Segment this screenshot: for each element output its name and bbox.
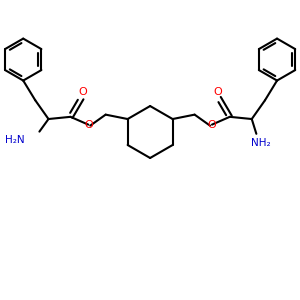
Text: O: O: [213, 87, 222, 97]
Text: O: O: [84, 120, 93, 130]
Text: O: O: [208, 120, 216, 130]
Text: H₂N: H₂N: [5, 135, 24, 145]
Text: NH₂: NH₂: [250, 138, 270, 148]
Text: O: O: [78, 87, 87, 97]
